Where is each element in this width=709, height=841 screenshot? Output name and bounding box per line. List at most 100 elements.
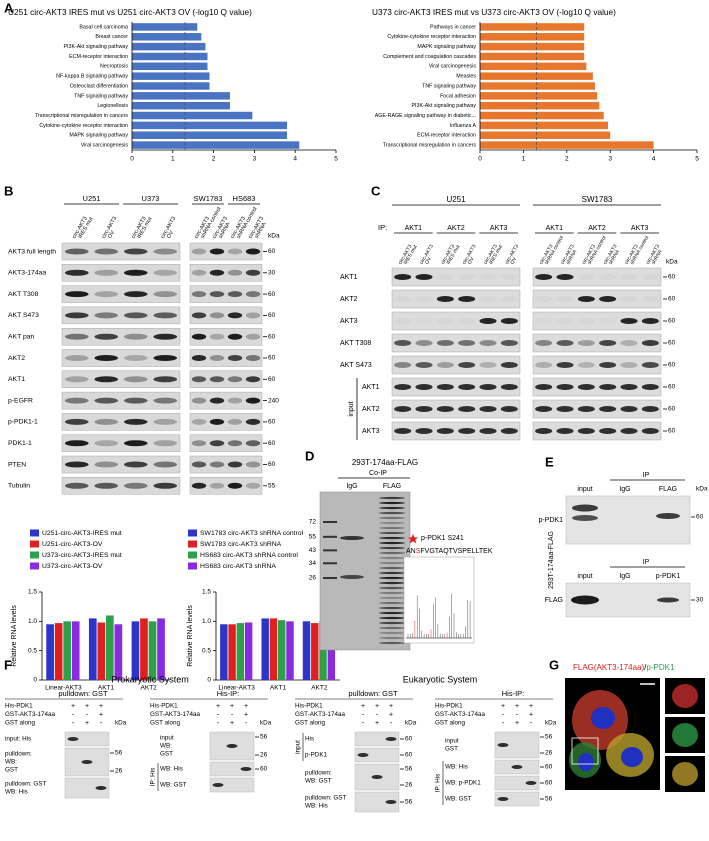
band (245, 312, 261, 319)
band (379, 611, 405, 615)
bar (140, 618, 148, 680)
blot-strip (209, 731, 255, 761)
condition-mark: - (530, 720, 533, 727)
band (379, 541, 405, 545)
x-tick-label: 1 (522, 156, 526, 163)
kda-label: 60 (545, 764, 553, 771)
block-title: His-IP: (217, 689, 240, 698)
band (501, 296, 518, 302)
bar (480, 121, 609, 130)
band (437, 318, 454, 324)
x-tick-label: 3 (608, 156, 612, 163)
y-tick-label: 0.5 (202, 647, 211, 654)
category-label: Necroptosis (100, 64, 128, 70)
title-part: p-PDK1 (646, 663, 675, 672)
blot-row-label: input (445, 738, 459, 745)
blot-row-label: AKT S473 (340, 362, 372, 369)
panel-label: C (371, 183, 381, 198)
blot-row-label: WB: GST (445, 796, 472, 803)
bar (480, 131, 611, 139)
band (227, 482, 243, 489)
bar (261, 618, 269, 680)
band (415, 340, 433, 346)
band (227, 355, 243, 361)
category-label: Cytokine-cytokine receptor interaction (39, 123, 128, 129)
band (153, 397, 178, 404)
band (556, 296, 573, 302)
ip-label: IP (643, 472, 650, 479)
category-label: Viral carcinogenesis (81, 142, 129, 148)
band (379, 506, 405, 510)
band (599, 340, 617, 346)
blot-strip (61, 306, 181, 325)
band (458, 406, 476, 412)
category-label: Complement and coagulation cascades (383, 54, 476, 60)
blot-strip (189, 477, 263, 495)
band (620, 406, 638, 412)
category-label: Measles (456, 74, 476, 80)
category-label: TNF signaling pathway (74, 93, 128, 99)
y-tick-label: 1.0 (28, 618, 37, 625)
condition-label: GST-AKT3-174aa (150, 711, 201, 718)
band (500, 406, 518, 412)
band (123, 440, 148, 447)
band (578, 318, 595, 324)
kda-label: 60 (668, 296, 676, 303)
band (123, 418, 148, 425)
legend-swatch (30, 551, 39, 559)
band (227, 269, 243, 276)
band (191, 355, 207, 361)
band (123, 269, 148, 276)
kda-label: 56 (545, 796, 553, 803)
band (153, 376, 178, 383)
x-tick-label: 5 (695, 156, 699, 163)
band (191, 418, 207, 425)
bar (132, 72, 210, 80)
band (64, 333, 89, 340)
band (379, 531, 405, 535)
band (641, 362, 659, 368)
kda-label: 60 (268, 440, 276, 447)
marker-star (408, 534, 418, 544)
kda-label: 30 (268, 270, 276, 277)
cell-line-label: SW1783 (194, 194, 223, 203)
blot-row-label: Tubulin (8, 483, 30, 490)
band (415, 362, 433, 368)
bar (132, 101, 230, 110)
band (535, 362, 553, 368)
legend-swatch (30, 562, 39, 570)
band (64, 397, 89, 404)
band (240, 767, 252, 771)
chart-title: U251 circ-AKT3 IRES mut vs U251 circ-AKT… (8, 7, 252, 17)
kda-label: 30 (696, 597, 704, 604)
band (209, 291, 225, 298)
bar (46, 624, 54, 680)
kda-label: 60 (405, 752, 413, 759)
condition-mark: + (244, 711, 248, 718)
legend-label: SW1783 circ-AKT3 shRNA control (200, 530, 304, 537)
band (379, 501, 405, 505)
blot-row-label: WB: p-PDK1 (445, 780, 481, 787)
bar (319, 621, 327, 680)
band (379, 576, 405, 580)
x-tick-label: Linear-AKT3 (45, 685, 82, 692)
kda-label: 60 (668, 318, 676, 325)
marker-label: 26 (309, 575, 317, 582)
band (415, 428, 433, 434)
band (227, 397, 243, 404)
band (94, 461, 119, 468)
blot-row-label: WB: (5, 759, 17, 766)
blot-row-label: GST (5, 767, 18, 774)
band (191, 291, 207, 298)
kda-label: 26 (405, 782, 413, 789)
band (479, 340, 497, 346)
band (599, 296, 617, 302)
band (479, 318, 497, 324)
band-label: p-PDK1 S241 (421, 535, 464, 542)
band (394, 318, 411, 324)
blot-strip (61, 455, 181, 474)
blot-row-label: AKT3 full length (8, 248, 56, 255)
panel-title: 293T-174aa-FLAG (352, 458, 418, 467)
band (577, 428, 595, 434)
band (572, 504, 598, 512)
